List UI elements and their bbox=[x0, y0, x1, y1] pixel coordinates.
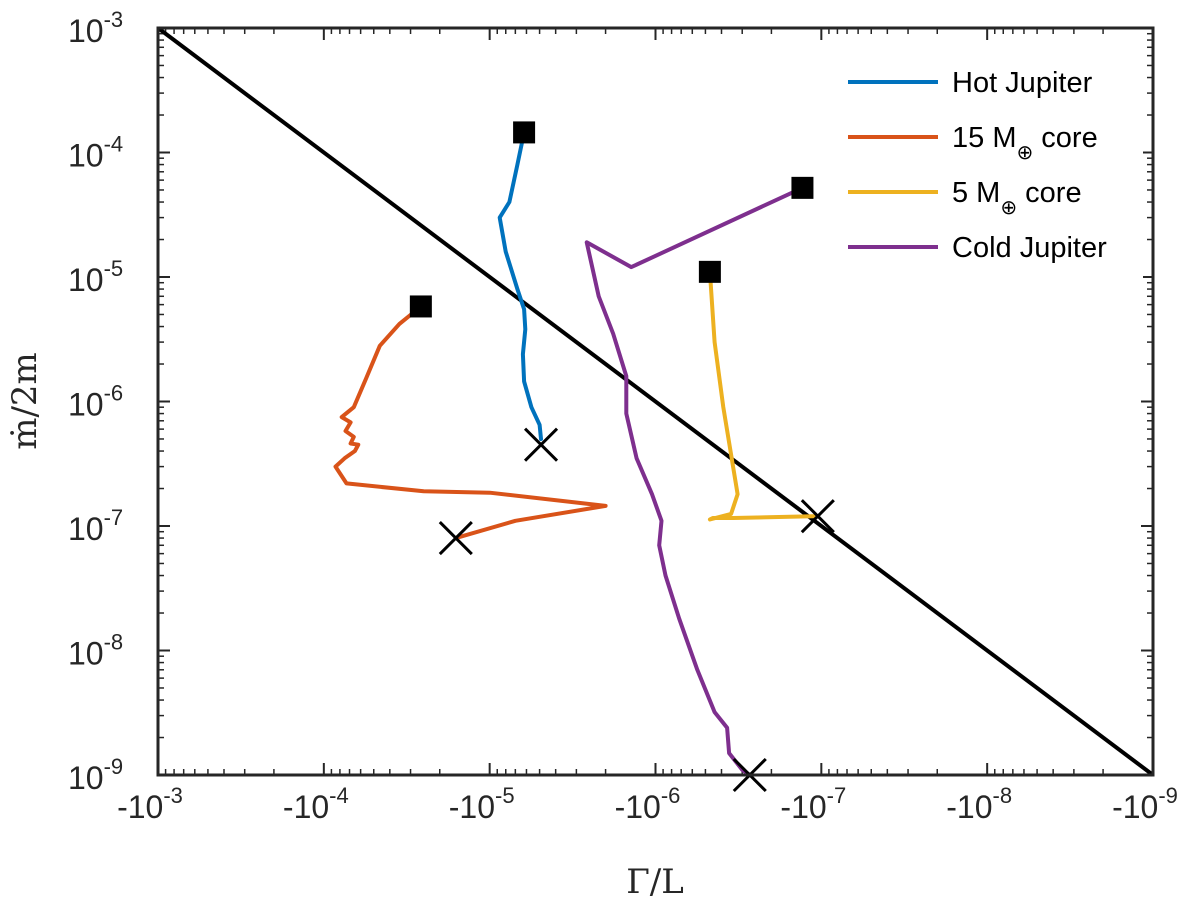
x-tick-label: -10-6 bbox=[615, 783, 681, 825]
x-tick-label: -10-7 bbox=[780, 783, 846, 825]
y-tick-label: 10-6 bbox=[68, 381, 123, 423]
legend: Hot Jupiter 15 M⊕ core 5 M⊕ core Cold Jupit… bbox=[835, 40, 1143, 280]
y-tick-label: 10-9 bbox=[68, 754, 123, 796]
start-marker-hot-jupiter bbox=[513, 121, 536, 144]
start-marker-5-m-core bbox=[698, 260, 721, 283]
y-tick-labels: 10-3 10-4 10-5 10-6 10-7 10-8 10-9 bbox=[68, 7, 123, 796]
reference-line bbox=[156, 26, 1155, 777]
y-axis-label: ṁ/2m bbox=[5, 352, 45, 450]
series-line-5-m-core bbox=[707, 269, 820, 522]
start-marker-15-m-core bbox=[409, 295, 432, 318]
series-layer bbox=[333, 130, 820, 777]
y-tick-label: 10-8 bbox=[68, 630, 123, 672]
legend-label: Hot Jupiter bbox=[952, 67, 1093, 99]
x-tick-labels: -10-3 -10-4 -10-5 -10-6 -10-7 -10-8 -10-9 bbox=[117, 783, 1178, 825]
x-tick-label: -10-3 bbox=[117, 783, 183, 825]
x-tick-label: -10-4 bbox=[283, 783, 349, 825]
end-marker-5-m-core bbox=[800, 499, 835, 534]
y-tick-label: 10-5 bbox=[68, 256, 123, 298]
x-tick-label: -10-8 bbox=[946, 783, 1012, 825]
x-tick-label: -10-9 bbox=[1112, 783, 1178, 825]
series-line-hot-jupiter bbox=[497, 130, 543, 441]
series-line-15-m-core bbox=[333, 304, 608, 541]
y-tick-label: 10-4 bbox=[68, 132, 123, 174]
x-axis-label: Γ/L bbox=[626, 862, 684, 902]
legend-label: 15 M⊕ core bbox=[952, 122, 1098, 164]
reference-line-layer bbox=[156, 26, 1155, 777]
legend-label: 5 M⊕ core bbox=[952, 177, 1082, 219]
plot-frame bbox=[156, 26, 1155, 777]
y-tick-label: 10-7 bbox=[68, 505, 123, 547]
end-marker-hot-jupiter bbox=[523, 427, 559, 462]
x-tick-label: -10-5 bbox=[449, 783, 515, 825]
end-marker-15-m-core bbox=[438, 521, 473, 556]
y-tick-label: 10-3 bbox=[68, 7, 123, 49]
start-marker-cold-jupiter bbox=[791, 176, 814, 199]
legend-label: Cold Jupiter bbox=[952, 232, 1107, 264]
series-line-cold-jupiter bbox=[584, 185, 805, 777]
